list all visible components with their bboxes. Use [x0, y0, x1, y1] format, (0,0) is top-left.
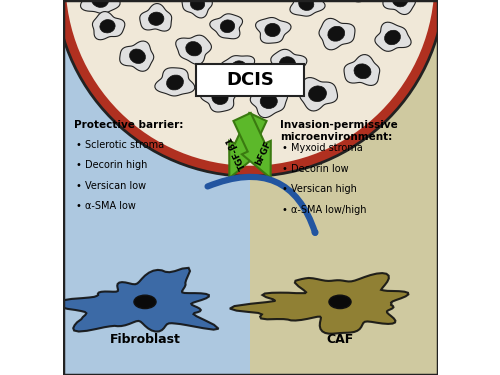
Polygon shape	[220, 56, 254, 81]
Text: • Decorin low: • Decorin low	[282, 164, 348, 174]
Polygon shape	[155, 68, 195, 96]
Ellipse shape	[130, 49, 146, 63]
Polygon shape	[230, 273, 408, 334]
Ellipse shape	[308, 86, 326, 102]
Ellipse shape	[260, 94, 278, 109]
Ellipse shape	[148, 12, 164, 26]
Polygon shape	[290, 0, 325, 16]
Text: • Versican low: • Versican low	[76, 181, 146, 191]
Polygon shape	[271, 49, 307, 78]
Circle shape	[66, 0, 434, 166]
Text: • α-SMA low/high: • α-SMA low/high	[282, 205, 366, 215]
Ellipse shape	[298, 0, 314, 10]
Polygon shape	[62, 0, 250, 375]
Ellipse shape	[392, 0, 407, 7]
Ellipse shape	[190, 0, 204, 10]
Text: • Myxoid stroma: • Myxoid stroma	[282, 143, 362, 153]
Text: • Versican high: • Versican high	[282, 184, 357, 195]
Text: DCIS: DCIS	[226, 70, 274, 89]
Ellipse shape	[231, 61, 246, 74]
Polygon shape	[319, 18, 355, 50]
Polygon shape	[336, 0, 374, 2]
Polygon shape	[250, 87, 288, 118]
Ellipse shape	[328, 26, 344, 41]
Polygon shape	[140, 4, 172, 31]
Polygon shape	[250, 0, 438, 375]
Polygon shape	[120, 41, 154, 71]
Polygon shape	[255, 0, 285, 1]
Circle shape	[55, 0, 445, 176]
Polygon shape	[128, 0, 163, 1]
Polygon shape	[56, 268, 218, 332]
Ellipse shape	[265, 23, 280, 37]
Text: TGF-β1: TGF-β1	[225, 135, 248, 171]
Ellipse shape	[329, 295, 351, 309]
Polygon shape	[229, 113, 266, 178]
Polygon shape	[176, 35, 212, 64]
Ellipse shape	[354, 64, 371, 79]
Ellipse shape	[384, 30, 400, 45]
Polygon shape	[375, 22, 411, 51]
Ellipse shape	[134, 295, 156, 309]
Polygon shape	[92, 12, 125, 40]
Ellipse shape	[280, 57, 295, 71]
Ellipse shape	[92, 0, 108, 8]
Ellipse shape	[100, 20, 115, 33]
Polygon shape	[80, 0, 120, 13]
Ellipse shape	[220, 20, 234, 33]
Text: • Decorin high: • Decorin high	[76, 160, 147, 170]
Ellipse shape	[186, 42, 202, 56]
Polygon shape	[383, 0, 416, 15]
Text: CAF: CAF	[326, 333, 353, 346]
Polygon shape	[300, 78, 338, 111]
Text: Fibroblast: Fibroblast	[110, 333, 180, 346]
Polygon shape	[256, 18, 291, 43]
FancyArrowPatch shape	[208, 177, 316, 233]
Polygon shape	[234, 113, 271, 178]
Polygon shape	[344, 55, 380, 86]
Polygon shape	[182, 0, 212, 18]
Text: Protective barrier:: Protective barrier:	[74, 120, 183, 130]
Text: • α-SMA low: • α-SMA low	[76, 201, 136, 211]
FancyBboxPatch shape	[196, 64, 304, 96]
Text: • Sclerotic stroma: • Sclerotic stroma	[76, 140, 164, 150]
Text: bFGF: bFGF	[254, 139, 273, 166]
Polygon shape	[200, 85, 237, 112]
Ellipse shape	[166, 75, 184, 90]
Ellipse shape	[212, 90, 228, 105]
Polygon shape	[210, 14, 242, 39]
Text: Invasion-permissive
microenvironment:: Invasion-permissive microenvironment:	[280, 120, 398, 142]
